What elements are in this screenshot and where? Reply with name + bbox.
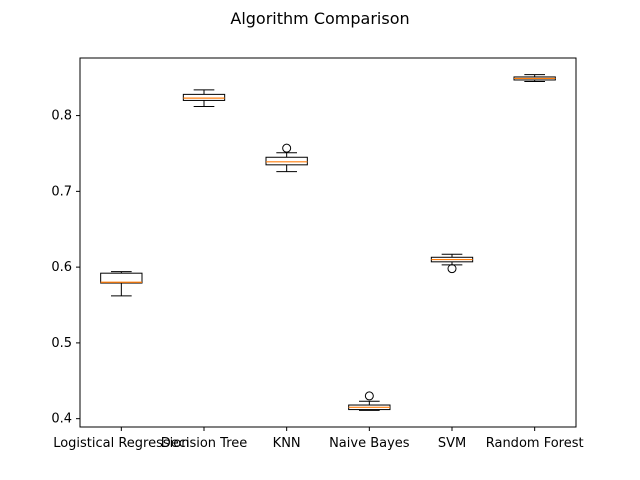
boxes-layer bbox=[100, 74, 556, 411]
box-body bbox=[182, 93, 226, 101]
x-tick-label: Decision Tree bbox=[161, 436, 248, 451]
outlier-point bbox=[447, 264, 457, 274]
box-4 bbox=[430, 253, 474, 274]
x-tick-label: KNN bbox=[273, 436, 301, 451]
chart-title: Algorithm Comparison bbox=[230, 9, 409, 28]
box-2 bbox=[265, 143, 308, 173]
x-tick-label: Naive Bayes bbox=[329, 436, 410, 451]
y-tick-label: 0.7 bbox=[51, 184, 72, 199]
y-tick-label: 0.4 bbox=[51, 412, 72, 427]
box-1 bbox=[182, 89, 226, 107]
x-tick-label: SVM bbox=[438, 436, 466, 451]
box-0 bbox=[100, 271, 143, 297]
box-body bbox=[100, 272, 143, 284]
box-body bbox=[265, 156, 308, 166]
outlier-point bbox=[364, 391, 374, 401]
y-tick-label: 0.5 bbox=[51, 336, 72, 351]
box-5 bbox=[513, 74, 556, 82]
outlier-point bbox=[282, 143, 292, 153]
y-tick-label: 0.8 bbox=[51, 109, 72, 124]
x-tick-label: Logistical Regression bbox=[53, 436, 189, 451]
box-3 bbox=[348, 391, 391, 411]
x-tick-label: Random Forest bbox=[486, 436, 584, 451]
y-axis: 0.4 0.5 0.6 0.7 0.8 bbox=[51, 109, 80, 427]
plot-frame bbox=[79, 57, 577, 428]
y-tick-label: 0.6 bbox=[51, 260, 72, 275]
